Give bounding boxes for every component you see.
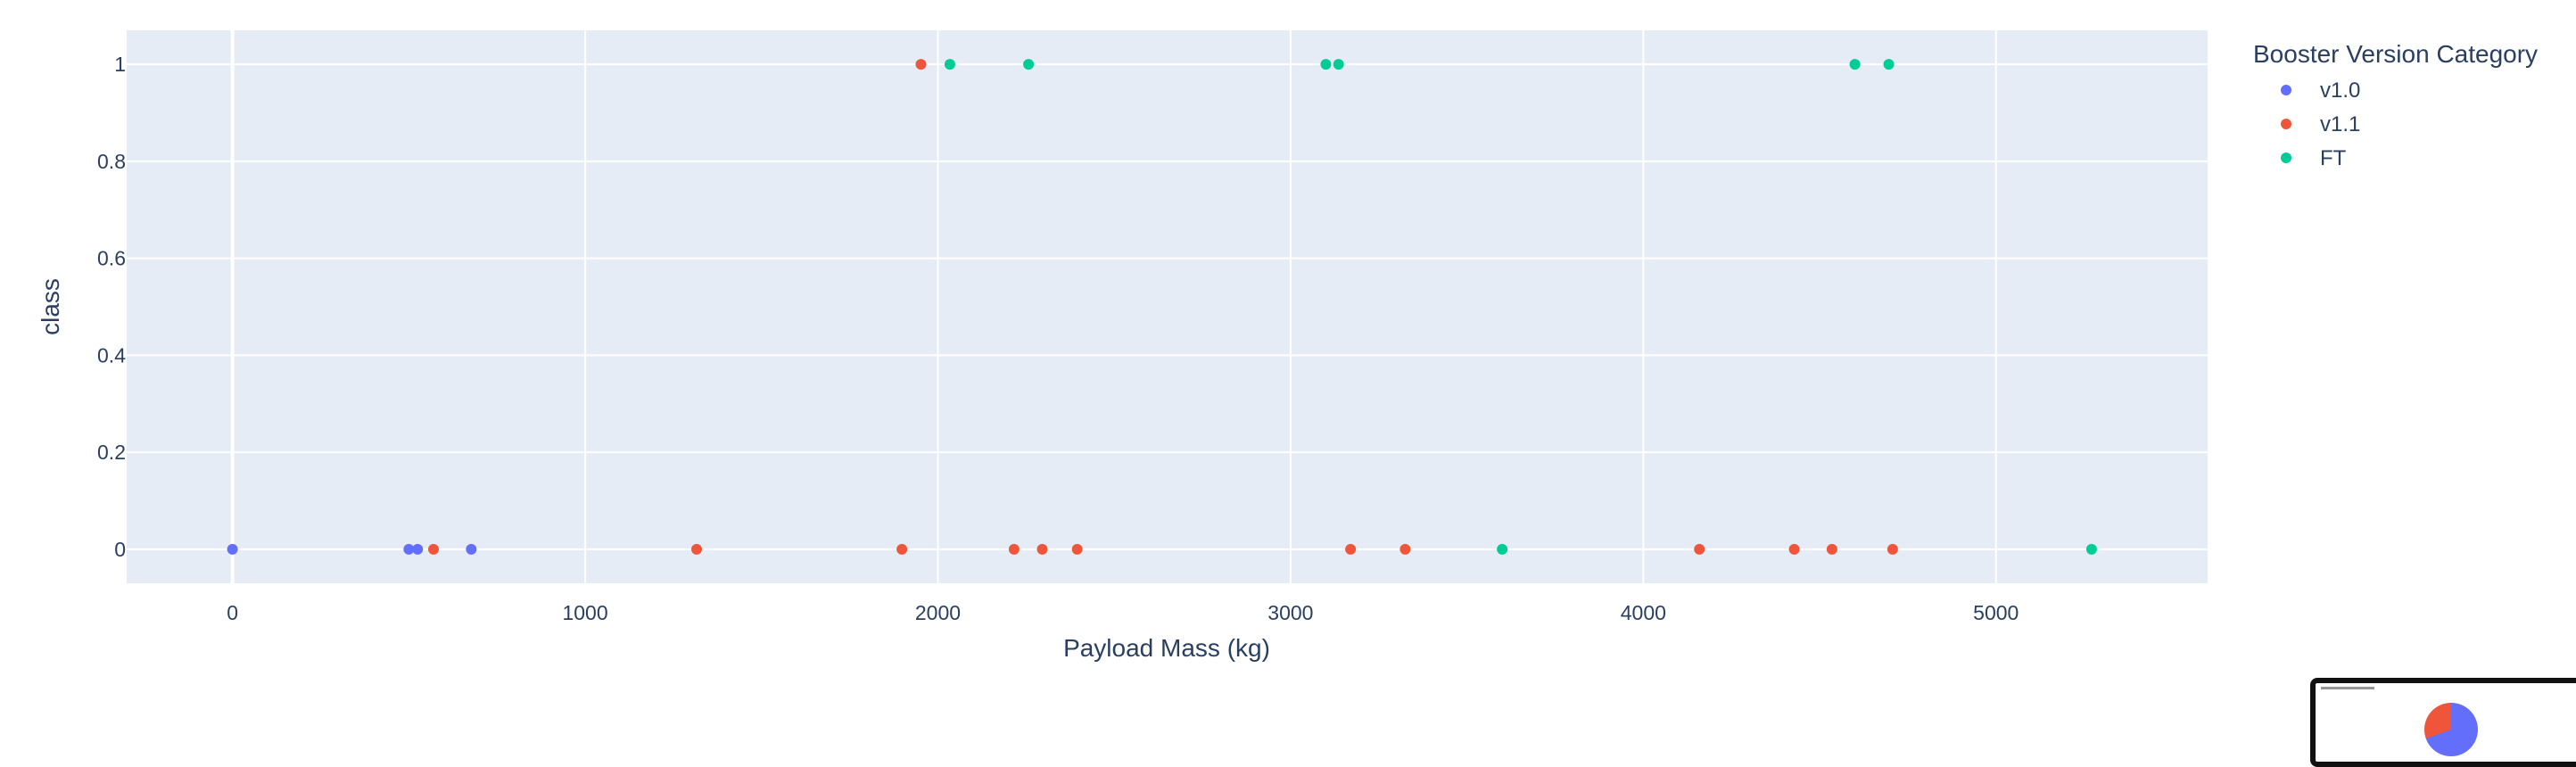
x-tick-label: 2000 bbox=[915, 601, 961, 624]
data-point[interactable] bbox=[1887, 543, 1898, 555]
y-axis-title: class bbox=[37, 278, 64, 335]
legend-item[interactable]: v1.1 bbox=[2281, 112, 2360, 136]
data-point[interactable] bbox=[1788, 543, 1800, 555]
legend-label: FT bbox=[2320, 146, 2347, 170]
plot-area bbox=[127, 30, 2208, 583]
y-tick-label: 0 bbox=[114, 538, 126, 561]
data-point[interactable] bbox=[1333, 59, 1344, 70]
y-tick-label: 1 bbox=[114, 53, 126, 76]
chart-thumbnail-preview[interactable] bbox=[2310, 678, 2576, 767]
data-points[interactable] bbox=[227, 59, 2097, 555]
legend[interactable]: Booster Version Category v1.0 v1.1 FT bbox=[2253, 40, 2538, 170]
legend-label: v1.0 bbox=[2320, 78, 2360, 103]
data-point[interactable] bbox=[915, 59, 927, 70]
data-point[interactable] bbox=[1826, 543, 1837, 555]
data-point[interactable] bbox=[2085, 543, 2097, 555]
x-tick-label: 5000 bbox=[1973, 601, 2019, 624]
legend-item[interactable]: v1.0 bbox=[2281, 78, 2360, 103]
data-point[interactable] bbox=[691, 543, 703, 555]
data-point[interactable] bbox=[896, 543, 908, 555]
x-tick-label: 3000 bbox=[1267, 601, 1313, 624]
data-point[interactable] bbox=[1345, 543, 1357, 555]
x-tick-label: 1000 bbox=[562, 601, 607, 624]
data-point[interactable] bbox=[403, 543, 415, 555]
data-point[interactable] bbox=[1071, 543, 1083, 555]
legend-label: v1.1 bbox=[2320, 112, 2360, 136]
legend-marker bbox=[2281, 119, 2291, 129]
data-point[interactable] bbox=[944, 59, 955, 70]
series-FT[interactable] bbox=[944, 59, 2097, 555]
legend-items[interactable]: v1.0 v1.1 FT bbox=[2281, 78, 2360, 170]
legend-title: Booster Version Category bbox=[2253, 40, 2538, 68]
data-point[interactable] bbox=[428, 543, 440, 555]
data-point[interactable] bbox=[466, 543, 477, 555]
tick-labels: 0 1000 2000 3000 4000 5000 0 0.2 0.4 0.6 0.8 1 bbox=[97, 53, 2019, 624]
data-point[interactable] bbox=[1883, 59, 1895, 70]
data-point[interactable] bbox=[1694, 543, 1705, 555]
legend-marker bbox=[2281, 153, 2291, 163]
x-tick-label: 0 bbox=[227, 601, 238, 624]
legend-marker bbox=[2281, 85, 2291, 95]
x-axis-title: Payload Mass (kg) bbox=[1063, 634, 1270, 662]
thumbnail-title-line bbox=[2321, 687, 2374, 689]
y-tick-label: 0.6 bbox=[97, 247, 126, 270]
data-point[interactable] bbox=[1399, 543, 1411, 555]
series-v1-1[interactable] bbox=[428, 59, 1898, 555]
data-point[interactable] bbox=[1320, 59, 1332, 70]
data-point[interactable] bbox=[1008, 543, 1020, 555]
y-tick-label: 0.2 bbox=[97, 441, 126, 464]
data-point[interactable] bbox=[1849, 59, 1861, 70]
x-tick-label: 4000 bbox=[1621, 601, 1666, 624]
data-point[interactable] bbox=[1497, 543, 1508, 555]
y-tick-label: 0.8 bbox=[97, 150, 126, 173]
data-point[interactable] bbox=[1036, 543, 1048, 555]
series-v1-0[interactable] bbox=[227, 543, 477, 555]
pie-chart-icon bbox=[2424, 703, 2478, 756]
y-tick-label: 0.4 bbox=[97, 343, 126, 367]
data-point[interactable] bbox=[227, 543, 238, 555]
legend-item[interactable]: FT bbox=[2281, 146, 2347, 170]
data-point[interactable] bbox=[1023, 59, 1035, 70]
data-point[interactable] bbox=[412, 543, 424, 555]
